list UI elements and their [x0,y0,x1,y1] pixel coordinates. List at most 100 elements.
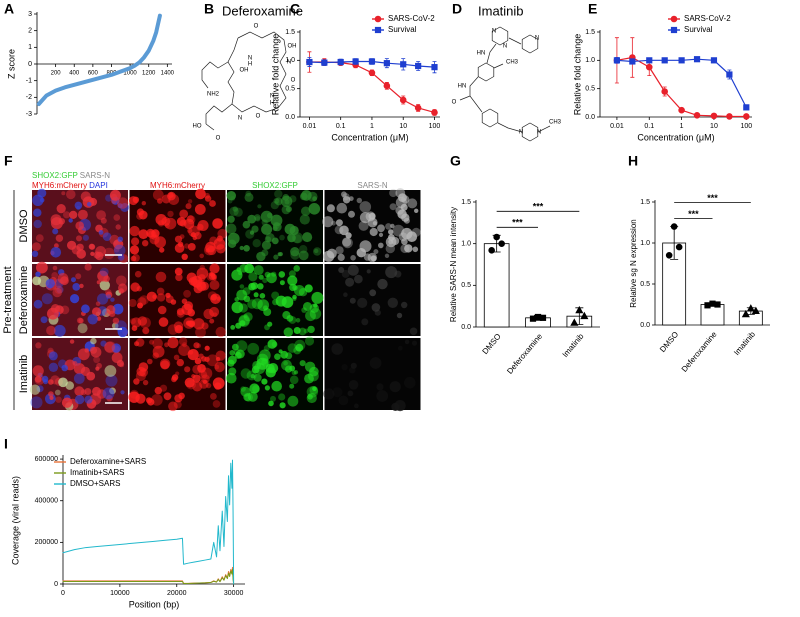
y-tick-label: 0 [28,61,32,68]
cell [301,206,311,216]
cell [53,324,66,337]
cell [39,197,45,203]
cell [128,299,137,307]
cell [97,293,109,305]
cell [67,240,77,250]
significance-label: *** [533,202,544,212]
y-axis-label: Relative SARS-N mean intensity [449,207,458,322]
cell [385,223,392,230]
cell [287,343,298,353]
cell [95,251,104,261]
column-header: SHOX2:GFP SARS-N [32,171,110,180]
cell [313,247,322,256]
cell [338,267,345,273]
cell [80,389,87,396]
cell [182,342,188,348]
cell [58,377,68,388]
cell [48,391,54,397]
y-tick-label: 600000 [35,456,58,463]
cell [376,383,384,391]
cell [52,228,59,235]
cell [265,233,275,242]
cell [92,386,101,396]
cell [66,189,76,200]
cell [372,221,377,226]
cell [270,214,283,227]
cell [68,218,73,223]
cell [293,370,299,375]
cell [132,254,140,262]
cell [176,308,185,316]
x-axis-label: Concentration (μM) [331,132,408,142]
cell [292,285,298,291]
cell [171,376,177,383]
marker [709,300,716,307]
panel-letter: C [290,1,300,17]
cell [210,393,217,400]
bond [493,63,504,69]
x-tick-label: 10 [710,123,718,130]
marker [529,315,537,322]
atom-label: HO [193,124,202,130]
cell [117,236,124,242]
cell [54,243,59,249]
cell [390,223,395,229]
cell [299,214,310,225]
cell [69,339,75,344]
marker [498,240,505,247]
cell [347,264,359,276]
x-tick-label: 0.1 [336,123,346,130]
panel-letter: A [4,1,14,17]
cell [164,217,177,230]
atom-label: N [519,130,523,136]
cell [264,324,270,331]
y-tick-label: 400000 [35,498,58,505]
cell [69,210,78,219]
cell [29,384,41,395]
marker [383,82,391,90]
y-tick-label: 1.0 [585,57,595,64]
cell [287,395,299,407]
cell [252,361,261,370]
cell [217,228,228,239]
cell [293,327,301,334]
header-part: SARS-N [357,181,387,190]
cell [142,240,149,247]
x-tick-label: DMSO [480,332,502,356]
cell [176,358,184,367]
cell [72,283,81,291]
cell [191,374,196,379]
cell [258,274,264,280]
cell [256,353,269,365]
cell [117,197,129,209]
cell [267,321,273,327]
cell [257,204,262,209]
marker [575,305,584,314]
cell [289,383,295,389]
marker [746,304,755,312]
cell [146,291,157,302]
cell [139,317,151,329]
cell [251,225,259,233]
cell [384,253,390,258]
cell [175,371,180,376]
cell [112,303,124,315]
marker [368,69,376,77]
cell [56,286,64,294]
panel-letter: E [588,1,597,17]
cell [131,237,140,246]
cell [48,362,59,372]
cell [212,218,223,229]
cell [99,280,111,291]
cell [113,244,126,257]
cell [261,378,268,385]
marker [678,106,685,114]
cell [396,312,403,319]
marker [645,63,653,71]
cell [41,293,53,305]
cell [348,380,359,390]
cell [188,349,194,355]
cell [82,234,89,241]
cell [86,202,92,207]
